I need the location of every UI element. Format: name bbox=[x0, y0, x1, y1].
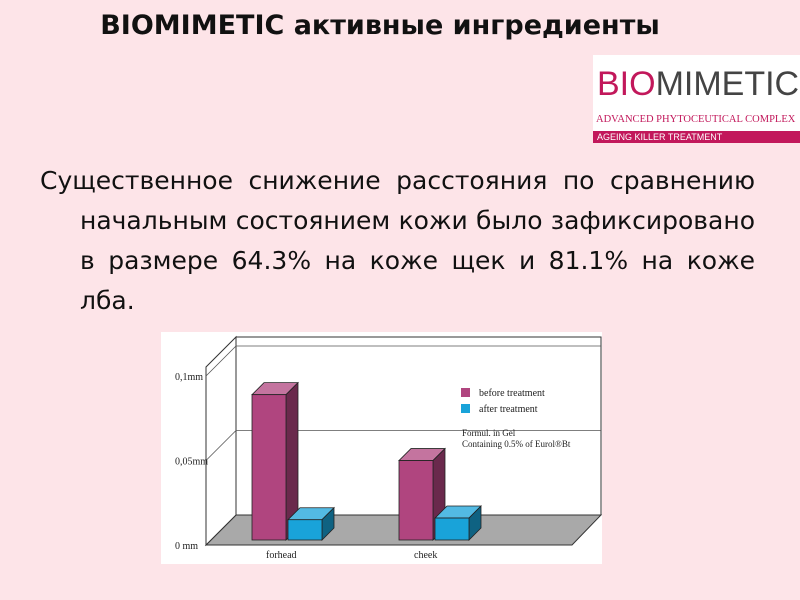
x-category-label-1: cheek bbox=[414, 550, 437, 561]
y-tick-label-1: 0,05mm bbox=[175, 457, 208, 468]
bar-before-treatment-forhead bbox=[251, 394, 287, 541]
bar-before-treatment-cheek bbox=[398, 460, 434, 541]
slide-title: BIOMIMETIC активные ингредиенты bbox=[100, 10, 660, 41]
y-tick-label-2: 0,1mm bbox=[175, 372, 203, 383]
chart-note-line-1: Containing 0.5% of Eurol®Bt bbox=[462, 439, 571, 449]
logo-subtitle: ADVANCED PHYTOCEUTICAL COMPLEX bbox=[596, 114, 796, 125]
gridline-1 bbox=[205, 430, 601, 461]
x-category-label-0: forhead bbox=[266, 550, 297, 561]
legend-label-0: before treatment bbox=[479, 388, 545, 399]
legend-label-1: after treatment bbox=[479, 404, 538, 415]
chart-side-wall bbox=[205, 335, 237, 547]
bar-after-treatment-forhead bbox=[287, 519, 323, 541]
logo-tagline-bar: AGEING KILLER TREATMENT bbox=[593, 131, 800, 143]
logo-wordmark-accent: BIO bbox=[597, 65, 656, 103]
logo-wordmark-rest: MIMETIC bbox=[655, 65, 800, 103]
chart-panel: 0 mm 0,05mm 0,1mm forhead cheek before treatm… bbox=[161, 332, 602, 564]
body-text: Существенное снижение расстояния по срав… bbox=[40, 166, 755, 315]
logo-wordmark: BIOMIMETIC bbox=[597, 65, 799, 104]
legend-swatch-0 bbox=[461, 388, 470, 397]
bar-chart: 0 mm 0,05mm 0,1mm forhead cheek before treatm… bbox=[175, 335, 602, 561]
chart-note-line-0: Formul. in Gel bbox=[462, 428, 516, 438]
logo-tagline: AGEING KILLER TREATMENT bbox=[597, 132, 723, 142]
bar-after-treatment-cheek bbox=[434, 517, 470, 541]
y-tick-label-0: 0 mm bbox=[175, 541, 198, 552]
biomimetic-logo: BIOMIMETIC ADVANCED PHYTOCEUTICAL COMPLE… bbox=[593, 55, 800, 143]
legend-swatch-1 bbox=[461, 404, 470, 413]
gridline-2 bbox=[205, 345, 601, 377]
